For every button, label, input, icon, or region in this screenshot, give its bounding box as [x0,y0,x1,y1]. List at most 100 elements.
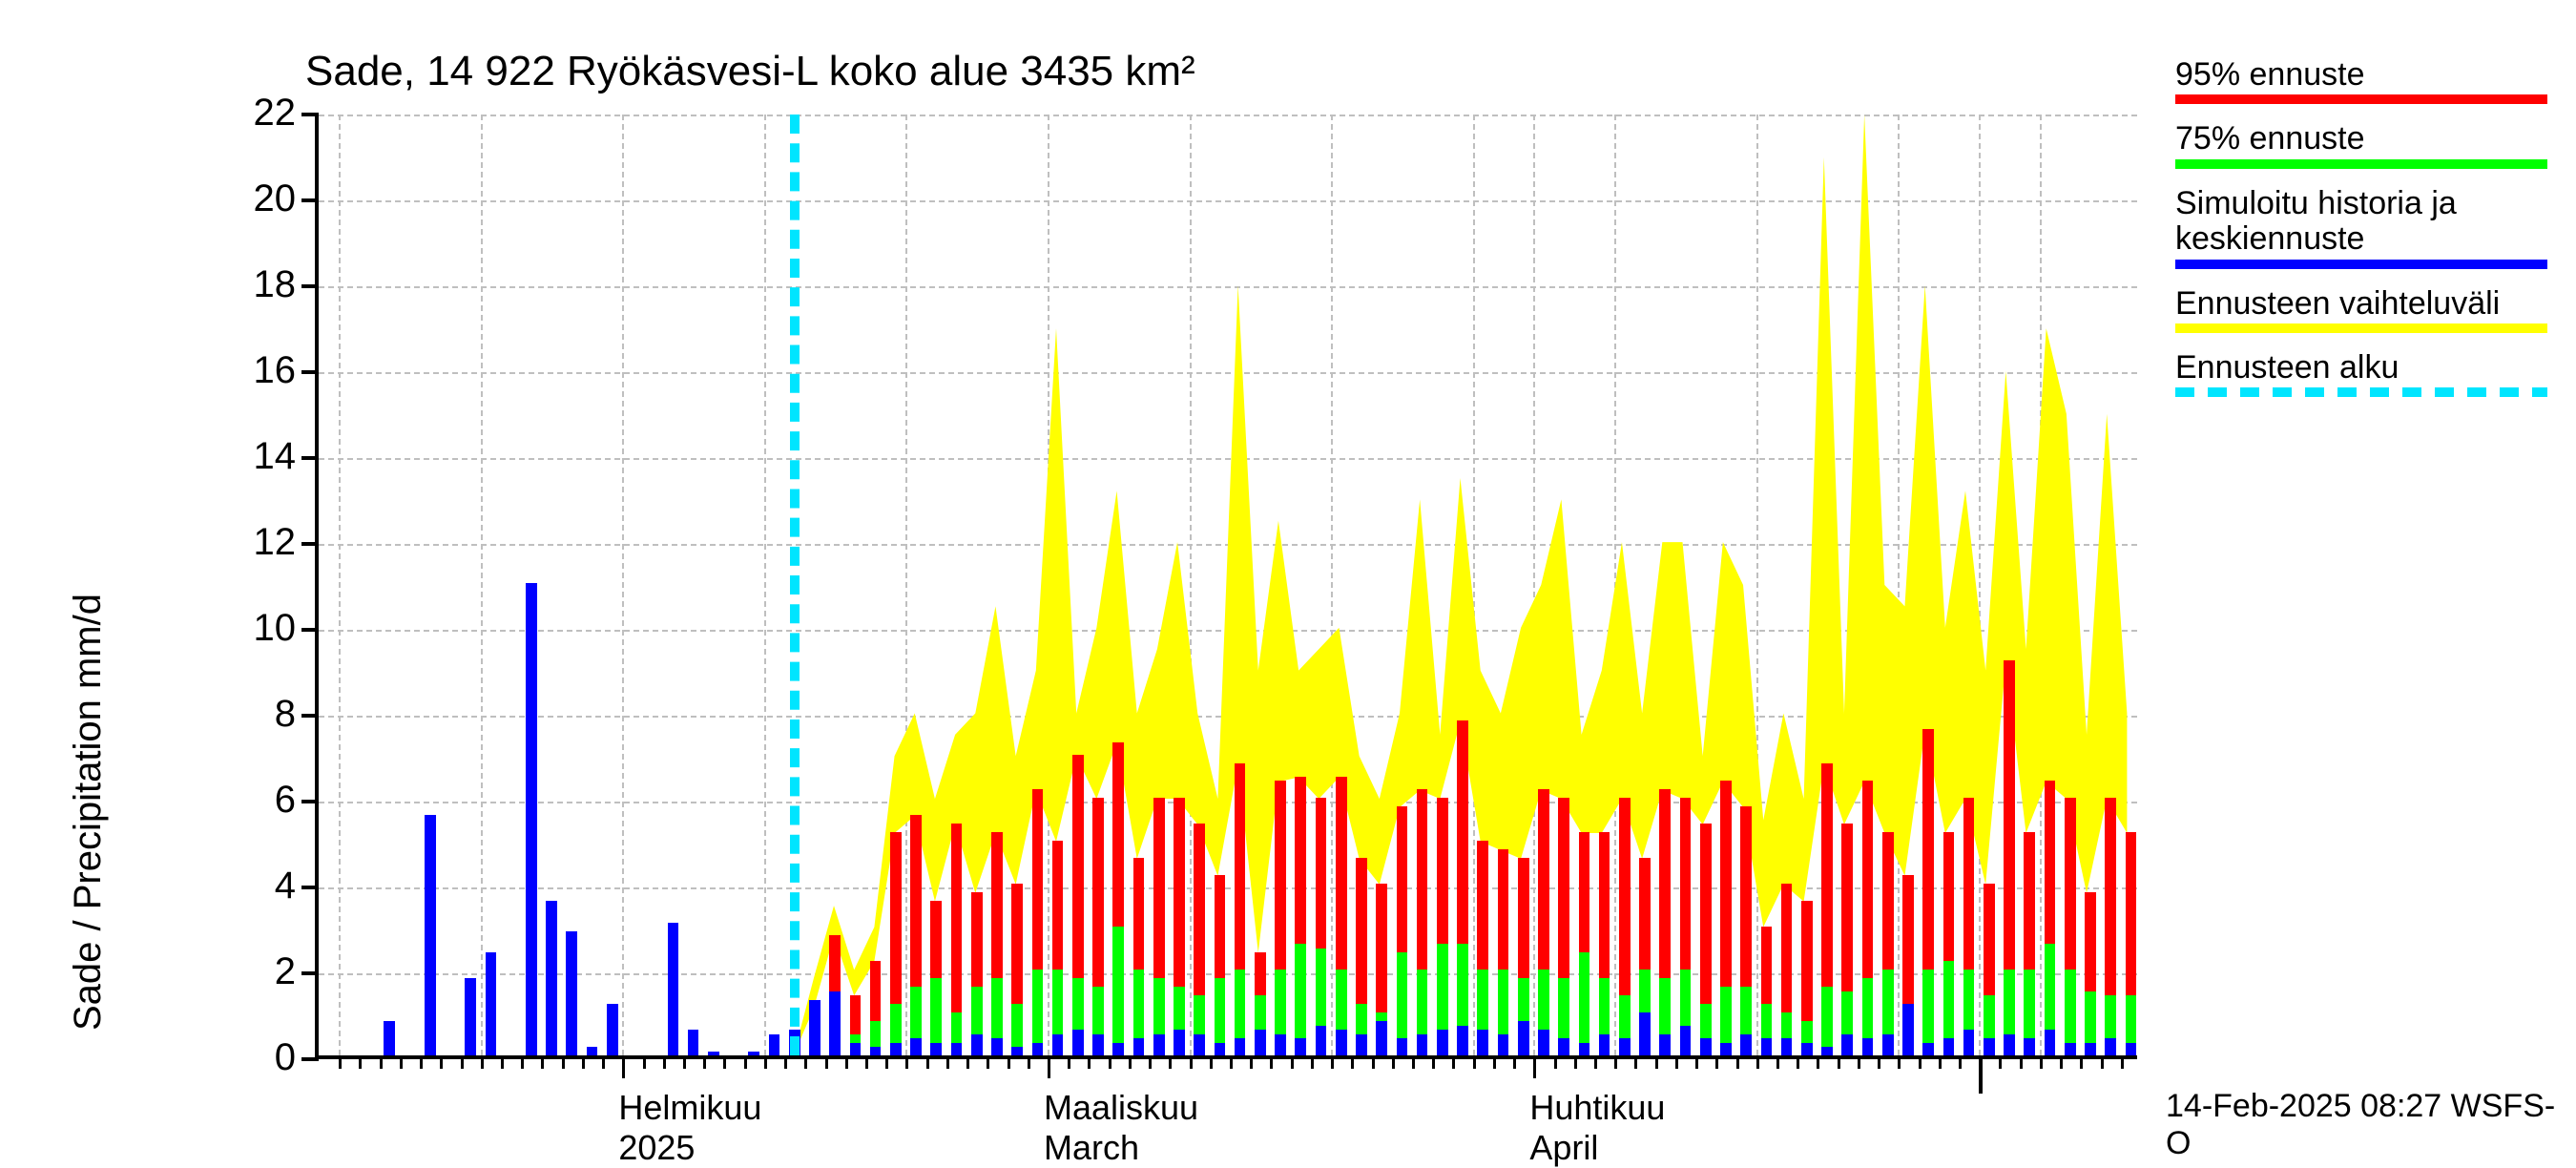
y-tick-label: 20 [210,177,296,220]
bar-mean [1700,1038,1712,1055]
x-month-sublabel: March [1044,1128,1139,1168]
bar-mean [1740,1034,1752,1056]
bar-mean [486,952,497,1055]
legend-item: 95% ennuste [2175,57,2547,104]
bar-mean [607,1004,618,1055]
bar-mean [1538,1030,1549,1055]
y-tick-label: 6 [210,779,296,822]
bar-75 [1112,927,1124,1055]
bar-mean [2126,1043,2137,1056]
x-month-label: Huhtikuu [1529,1088,1665,1128]
y-tick-label: 8 [210,693,296,736]
x-month-label: Helmikuu [618,1088,761,1128]
legend-item: Simuloitu historia jakeskiennuste [2175,186,2547,269]
bar-mean [465,978,476,1055]
bar-mean [708,1052,719,1056]
y-tick-label: 2 [210,950,296,993]
legend-swatch [2175,387,2547,397]
bar-mean [526,583,537,1055]
bar-mean [1963,1030,1975,1055]
bar-mean [1295,1038,1306,1055]
x-month-sublabel: April [1529,1128,1598,1168]
bar-mean [425,815,436,1055]
bar-mean [1316,1026,1327,1056]
legend-item: Ennusteen vaihteluväli [2175,286,2547,333]
chart-title: Sade, 14 922 Ryökäsvesi-L koko alue 3435… [305,48,1195,95]
y-tick-label: 10 [210,607,296,650]
bar-mean [1680,1026,1692,1056]
bar-mean [991,1038,1003,1055]
bar-mean [1558,1038,1569,1055]
bar-mean [1882,1034,1894,1056]
bar-mean [910,1038,922,1055]
legend-label: Ennusteen alku [2175,350,2547,386]
bar-mean [748,1052,759,1056]
bar-mean [1943,1038,1955,1055]
bar-mean [769,1034,780,1056]
bar-mean [829,991,841,1056]
bar-mean [2004,1034,2015,1056]
bar-mean [2105,1038,2116,1055]
bar-mean [1599,1034,1610,1056]
bars-layer [319,115,2137,1055]
bar-mean [1356,1034,1367,1056]
bar-mean [668,923,679,1056]
legend-label: 75% ennuste [2175,121,2547,156]
bar-mean [1922,1043,1934,1056]
bar-mean [1841,1034,1853,1056]
bar-75 [1579,952,1590,1055]
y-tick-label: 16 [210,349,296,392]
bar-mean [1174,1030,1185,1055]
bar-mean [1720,1043,1732,1056]
bar-mean [2024,1038,2035,1055]
bar-mean [688,1030,699,1055]
legend-swatch [2175,260,2547,269]
legend-item: Ennusteen alku [2175,350,2547,397]
bar-mean [1072,1030,1084,1055]
bar-mean [1215,1043,1226,1056]
bar-mean [2085,1043,2096,1056]
legend: 95% ennuste 75% ennuste Simuloitu historia… [2175,57,2547,414]
bar-mean [1275,1034,1286,1056]
bar-mean [1639,1012,1651,1055]
bar-mean [2045,1030,2056,1055]
bar-mean [809,1000,821,1056]
bar-mean [546,901,557,1055]
bar-mean [1133,1038,1145,1055]
bar-mean [1336,1030,1347,1055]
y-tick-label: 14 [210,435,296,478]
bar-mean [1902,1004,1914,1055]
legend-label: 95% ennuste [2175,57,2547,93]
bar-mean [1032,1043,1044,1056]
y-tick-label: 18 [210,263,296,306]
bar-mean [1376,1021,1387,1055]
bar-mean [1821,1047,1833,1055]
bar-mean [930,1043,942,1056]
legend-label: Ennusteen vaihteluväli [2175,286,2547,322]
plot-area [315,115,2137,1059]
bar-mean [1397,1038,1408,1055]
bar-mean [890,1043,902,1056]
bar-mean [1437,1030,1448,1055]
bar-mean [1194,1034,1205,1056]
legend-swatch [2175,159,2547,169]
legend-item: 75% ennuste [2175,121,2547,168]
bar-mean [587,1047,598,1055]
precipitation-chart: Sade, 14 922 Ryökäsvesi-L koko alue 3435… [0,0,2576,1145]
bar-mean [1619,1038,1631,1055]
bar-mean [566,931,577,1056]
bar-mean [1659,1034,1671,1056]
x-month-label: Maaliskuu [1044,1088,1198,1128]
bar-mean [1579,1043,1590,1056]
y-tick-label: 22 [210,92,296,135]
forecast-start-line [790,115,800,1055]
y-tick-label: 0 [210,1036,296,1079]
bar-mean [2065,1043,2076,1056]
legend-swatch [2175,94,2547,104]
bar-mean [1761,1038,1773,1055]
bar-mean [1801,1043,1813,1056]
y-tick-label: 4 [210,865,296,907]
bar-mean [1235,1038,1246,1055]
bar-mean [1477,1030,1488,1055]
y-axis-label: Sade / Precipitation mm/d [67,594,110,1031]
